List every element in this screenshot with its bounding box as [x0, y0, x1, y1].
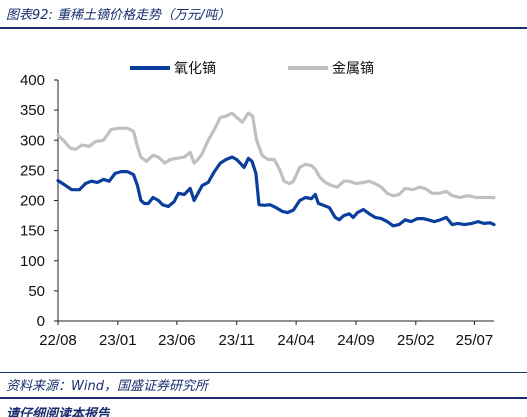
x-tick-label: 23/01 [99, 332, 137, 349]
y-tick-label: 400 [20, 72, 45, 89]
y-tick-label: 50 [28, 283, 45, 300]
x-tick-label: 25/02 [397, 332, 435, 349]
price-line-chart: 0 50 100 150 200 250 300 350 400 22/08 23/01 23/06… [20, 60, 496, 349]
y-axis: 0 50 100 150 200 250 300 350 400 [20, 72, 59, 330]
series-line-dark [56, 155, 496, 228]
y-tick-label: 350 [20, 102, 45, 119]
source-divider [0, 372, 527, 373]
source-note: 资料来源：Wind，国盛证券研究所 [6, 379, 208, 394]
legend-label: 氧化镝 [174, 60, 216, 77]
title-divider [0, 27, 527, 29]
y-tick-label: 150 [20, 223, 45, 240]
figure-title: 图表92: 重稀土镝价格走势（万元/吨） [6, 8, 231, 23]
footer-divider [0, 397, 527, 399]
legend: 氧化镝 金属镝 [130, 60, 374, 77]
y-tick-label: 250 [20, 162, 45, 179]
x-tick-label: 24/09 [337, 332, 375, 349]
x-tick-label: 22/08 [39, 332, 77, 349]
y-tick-label: 100 [20, 253, 45, 270]
series-line-light [56, 111, 496, 200]
legend-label: 金属镝 [332, 60, 374, 77]
x-tick-label: 25/07 [456, 332, 494, 349]
y-tick-label: 300 [20, 132, 45, 149]
x-tick-label: 24/04 [277, 332, 315, 349]
x-tick-label: 23/11 [218, 332, 254, 349]
y-tick-label: 0 [37, 313, 45, 330]
x-tick-label: 23/06 [158, 332, 196, 349]
footer-text: 请仔细阅读本报告 [6, 407, 111, 417]
y-tick-label: 200 [20, 193, 45, 210]
x-axis: 22/08 23/01 23/06 23/11 24/04 24/09 25/02 25/07 [39, 320, 494, 349]
series-group [56, 111, 496, 228]
